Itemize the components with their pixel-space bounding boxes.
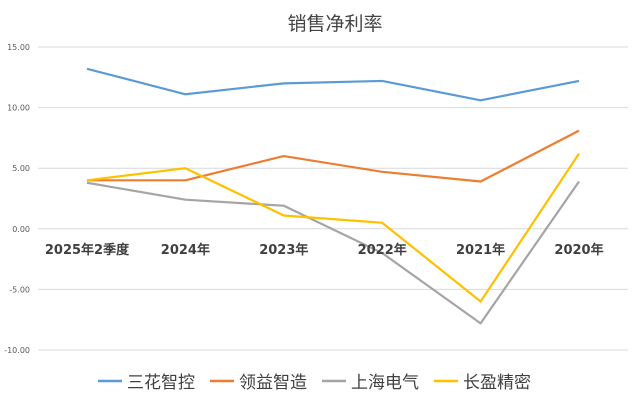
y-tick-label: 15.00: [7, 43, 30, 52]
series-line-0: [86, 67, 580, 102]
x-tick-label: 2021年: [456, 242, 505, 258]
legend-label: 三花智控: [127, 373, 195, 393]
x-tick-label: 2020年: [554, 242, 603, 258]
x-tick-label: 2022年: [358, 242, 407, 258]
x-tick-label: 2025年2季度: [45, 242, 130, 258]
y-tick-label: -10.00: [4, 346, 30, 355]
legend-label: 长盈精密: [463, 373, 531, 393]
series-line-3: [86, 153, 580, 303]
x-tick-label: 2023年: [259, 242, 308, 258]
y-tick-label: 10.00: [7, 104, 30, 113]
y-tick-label: 5.00: [12, 164, 30, 173]
legend-label: 上海电气: [351, 373, 419, 393]
x-tick-label: 2024年: [161, 242, 210, 258]
y-tick-label: -5.00: [9, 285, 30, 294]
series-line-1: [87, 129, 580, 183]
series-line-2: [86, 180, 580, 325]
chart-title: 销售净利率: [287, 13, 382, 35]
y-tick-label: 0.00: [12, 225, 30, 234]
legend-label: 领益智造: [239, 373, 307, 393]
